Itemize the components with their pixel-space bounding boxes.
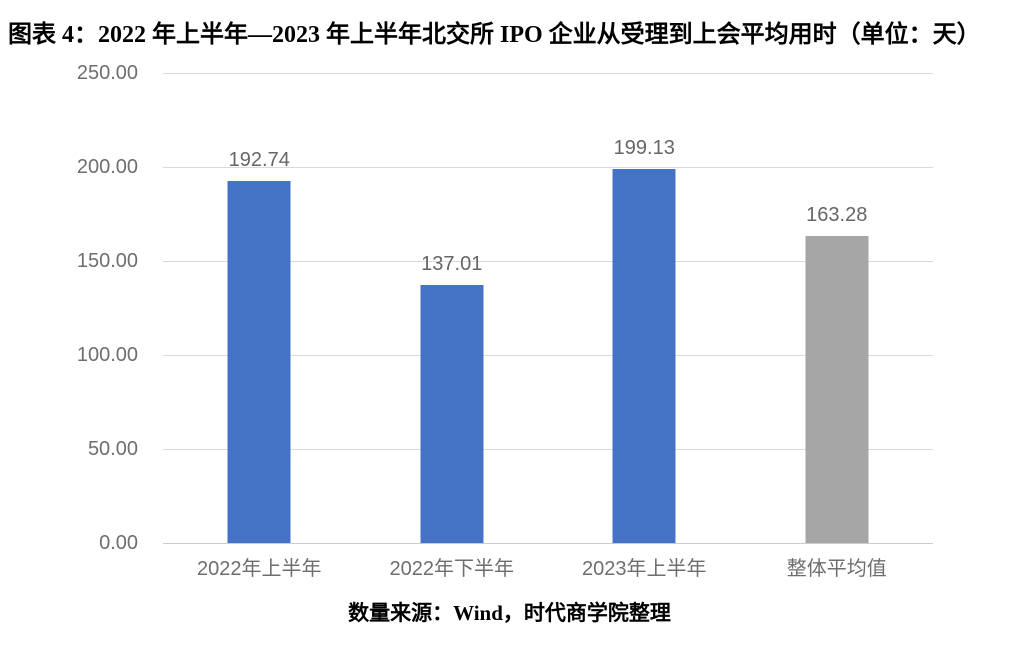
bar-value-label: 137.01 <box>421 253 483 276</box>
plot-area: 192.74 137.01 199.13 163.28 <box>163 73 933 544</box>
y-tick-label: 0.00 <box>99 532 138 554</box>
bar-2022年上半年 <box>227 180 291 543</box>
bar-cell: 137.01 <box>356 73 549 543</box>
source-note: 数量来源：Wind，时代商学院整理 <box>348 601 671 625</box>
gridline <box>163 73 933 74</box>
bars: 192.74 137.01 199.13 163.28 <box>163 73 933 543</box>
bar-cell: 199.13 <box>548 73 741 543</box>
bar-cell: 163.28 <box>741 73 934 543</box>
gridline <box>163 167 933 168</box>
x-axis-line <box>163 543 933 544</box>
y-tick-label: 200.00 <box>76 156 138 178</box>
x-category-label: 2022年下半年 <box>389 558 515 580</box>
x-category-label: 2023年上半年 <box>582 558 707 580</box>
bar-2023年上半年 <box>612 168 676 543</box>
bar-value-label: 163.28 <box>806 204 868 227</box>
y-tick-label: 100.00 <box>76 344 138 366</box>
bar-value-label: 199.13 <box>613 136 675 159</box>
bar-value-label: 192.74 <box>228 148 290 171</box>
x-category-label: 2022年上半年 <box>197 558 322 580</box>
y-tick-label: 250.00 <box>76 62 138 84</box>
chart-title: 图表 4：2022 年上半年—2023 年上半年北交所 IPO 企业从受理到上会… <box>8 22 981 48</box>
gridline <box>163 449 933 450</box>
bar-整体平均值 <box>805 236 869 543</box>
bar-cell: 192.74 <box>163 73 356 543</box>
x-axis: 2022年上半年 2022年下半年 2023年上半年 整体平均值 <box>163 552 933 581</box>
bar-2022年下半年 <box>420 285 484 543</box>
y-tick-label: 150.00 <box>76 250 138 272</box>
gridline <box>163 355 933 356</box>
gridline <box>163 261 933 262</box>
y-tick-label: 50.00 <box>87 438 138 460</box>
x-category-label: 整体平均值 <box>786 558 887 580</box>
